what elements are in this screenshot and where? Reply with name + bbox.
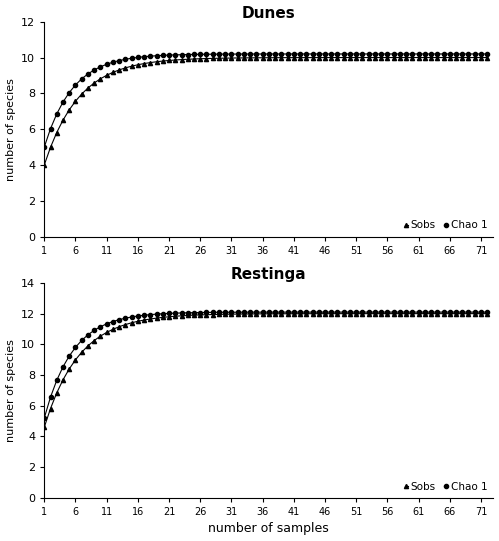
Chao 1 [147,53,153,60]
Chao 1 [484,51,490,57]
Sobs [104,329,110,335]
Chao 1 [104,61,110,68]
X-axis label: number of samples: number of samples [209,523,329,536]
Sobs [147,60,153,66]
Chao 1 [484,309,490,315]
Sobs [291,55,297,61]
Line: Chao 1: Chao 1 [42,310,490,420]
Sobs [147,316,153,322]
Chao 1 [191,51,197,58]
Sobs [322,54,328,61]
Chao 1 [341,309,347,315]
Legend: Sobs, Chao 1: Sobs, Chao 1 [404,480,488,493]
Sobs [484,54,490,61]
Chao 1 [41,144,47,150]
Line: Sobs: Sobs [42,56,490,167]
Title: Dunes: Dunes [242,5,296,21]
Chao 1 [291,309,297,315]
Y-axis label: number of species: number of species [5,78,15,181]
Sobs [191,312,197,319]
Chao 1 [322,51,328,57]
Sobs [322,311,328,317]
Title: Restinga: Restinga [231,267,307,282]
Y-axis label: number of species: number of species [5,339,15,442]
Chao 1 [341,51,347,57]
Line: Sobs: Sobs [42,312,490,430]
Sobs [291,311,297,317]
Chao 1 [41,415,47,421]
Sobs [41,162,47,168]
Sobs [341,311,347,317]
Chao 1 [191,309,197,316]
Sobs [41,424,47,431]
Chao 1 [291,51,297,57]
Sobs [191,56,197,62]
Legend: Sobs, Chao 1: Sobs, Chao 1 [404,219,488,232]
Chao 1 [104,321,110,327]
Sobs [341,54,347,61]
Chao 1 [322,309,328,315]
Sobs [104,72,110,78]
Chao 1 [147,312,153,318]
Line: Chao 1: Chao 1 [42,52,490,149]
Sobs [484,311,490,317]
